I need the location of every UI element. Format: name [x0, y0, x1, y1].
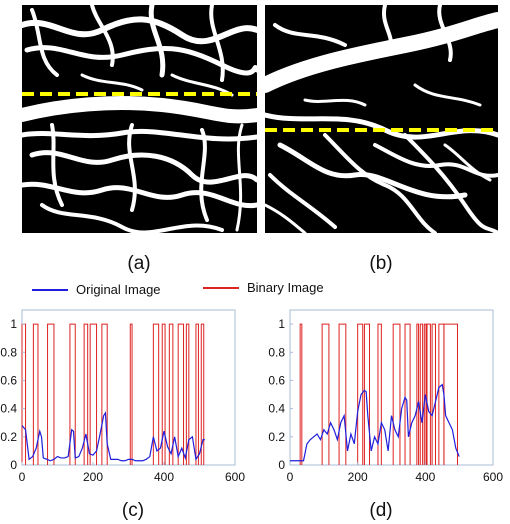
- binary-pulse: [200, 323, 205, 465]
- binary-pulse: [47, 323, 55, 465]
- binary-pulse: [419, 323, 424, 465]
- legend-swatch-binary: [203, 286, 239, 289]
- binary-pulse: [69, 323, 76, 465]
- y-tick-label: 0.4: [0, 402, 17, 416]
- y-tick-label: 0: [278, 458, 285, 472]
- binary-pulse: [21, 323, 27, 465]
- caption-c: (c): [121, 500, 145, 521]
- binary-pulse: [404, 323, 411, 465]
- y-tick-label: 0.8: [0, 345, 17, 359]
- caption-a: (a): [127, 253, 151, 274]
- chart-c: 0 0.2 0.4 0.6 0.8 1 0 200 400 600: [0, 295, 250, 495]
- binary-pulse: [392, 323, 401, 465]
- legend-original: Original Image: [32, 282, 161, 297]
- binary-image-a: [22, 5, 257, 233]
- binary-pulse: [321, 323, 330, 465]
- chart-c-svg: 0 0.2 0.4 0.6 0.8 1 0 200 400 600: [0, 309, 245, 484]
- vessel-map-b: [265, 5, 498, 233]
- original-series-line: [21, 410, 205, 462]
- y-tick-label: 0.6: [268, 373, 285, 387]
- binary-pulse: [185, 323, 190, 465]
- binary-pulse: [416, 323, 420, 465]
- legend-label-original: Original Image: [76, 282, 161, 297]
- legend-swatch-original: [32, 288, 68, 291]
- binary-pulse: [338, 323, 347, 465]
- binary-image-b: [265, 5, 498, 233]
- binary-pulse: [363, 323, 371, 465]
- chart-d: 0 0.2 0.4 0.6 0.8 1 0 200 400 600: [255, 295, 510, 495]
- plot-frame-d: [289, 309, 494, 466]
- y-tick-label: 0.2: [0, 430, 17, 444]
- y-tick-label: 0.8: [268, 345, 285, 359]
- binary-pulse: [377, 323, 382, 465]
- legend-label-binary: Binary Image: [247, 280, 324, 295]
- caption-b: (b): [369, 253, 393, 274]
- legend-binary: Binary Image: [203, 280, 324, 295]
- binary-pulse: [161, 323, 166, 465]
- x-tick-label: 0: [287, 470, 294, 484]
- x-tick-label: 200: [83, 470, 103, 484]
- x-tick-label: 600: [483, 470, 503, 484]
- x-tick-label: 400: [415, 470, 435, 484]
- chart-d-svg: 0 0.2 0.4 0.6 0.8 1 0 200 400 600: [268, 309, 503, 484]
- binary-pulse: [152, 323, 160, 465]
- y-tick-label: 1: [278, 317, 285, 331]
- x-tick-label: 600: [225, 470, 245, 484]
- y-tick-label: 0.6: [0, 373, 17, 387]
- binary-pulse: [83, 323, 89, 465]
- binary-pulse: [177, 323, 185, 465]
- binary-pulse: [101, 323, 108, 465]
- binary-pulse: [32, 323, 39, 465]
- original-series-line: [290, 383, 460, 462]
- caption-d: (d): [369, 500, 393, 521]
- binary-pulse: [438, 323, 445, 465]
- binary-pulse: [89, 323, 98, 465]
- y-tick-label: 0: [10, 458, 17, 472]
- x-tick-label: 400: [154, 470, 174, 484]
- y-tick-label: 0.4: [268, 402, 285, 416]
- y-tick-label: 0.2: [268, 430, 285, 444]
- vessel-map-a: [22, 5, 257, 233]
- binary-pulse: [168, 323, 174, 465]
- x-tick-label: 200: [348, 470, 368, 484]
- binary-pulse: [195, 323, 199, 465]
- y-tick-label: 1: [10, 317, 17, 331]
- x-tick-label: 0: [19, 470, 26, 484]
- binary-pulse: [426, 323, 431, 465]
- binary-pulse: [357, 323, 364, 465]
- binary-pulse: [299, 323, 303, 465]
- binary-pulse: [423, 323, 427, 465]
- binary-pulse: [129, 323, 133, 465]
- binary-pulse: [431, 323, 436, 465]
